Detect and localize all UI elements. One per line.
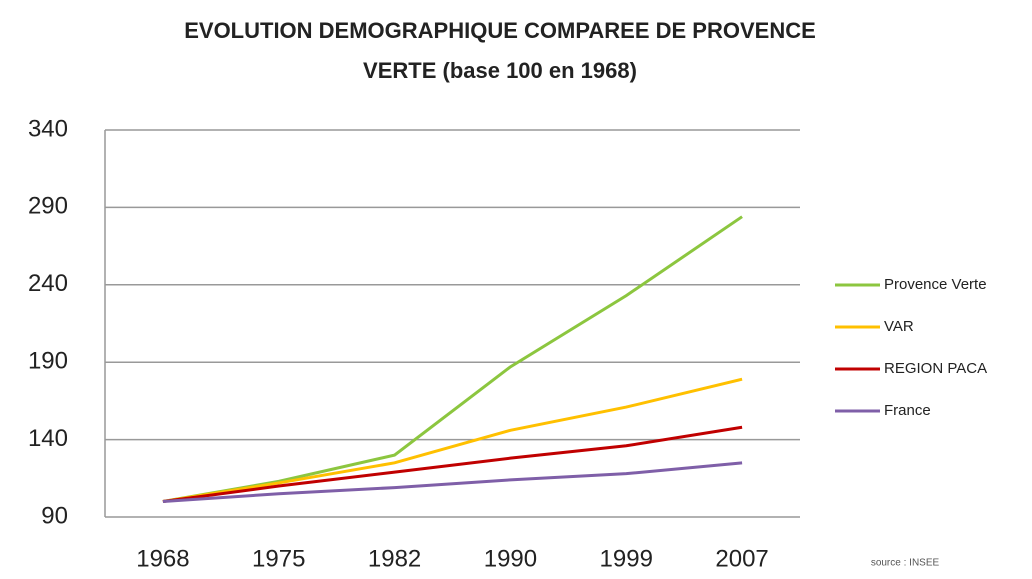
x-tick-label: 1968 (136, 545, 189, 572)
chart-title: EVOLUTION DEMOGRAPHIQUE COMPAREE DE PROV… (184, 18, 816, 43)
y-tick-label: 240 (28, 270, 68, 297)
x-tick-label: 1990 (484, 545, 537, 572)
source-note: source : INSEE (871, 558, 940, 569)
legend-label: France (884, 402, 931, 419)
x-tick-label: 1975 (252, 545, 305, 572)
x-tick-label: 1999 (600, 545, 653, 572)
y-tick-label: 340 (28, 115, 68, 142)
y-tick-label: 290 (28, 193, 68, 220)
chart-title: VERTE (base 100 en 1968) (363, 58, 637, 83)
series-line (162, 215, 743, 503)
y-tick-label: 190 (28, 348, 68, 375)
legend-label: Provence Verte (884, 276, 987, 293)
series-line (162, 425, 743, 504)
x-tick-label: 1982 (368, 545, 421, 572)
y-tick-label: 90 (41, 502, 68, 529)
y-tick-label: 140 (28, 425, 68, 452)
series-line (162, 461, 743, 504)
series-line (162, 377, 743, 504)
legend-label: VAR (884, 318, 914, 335)
legend-label: REGION PACA (884, 360, 987, 377)
x-tick-label: 2007 (715, 545, 768, 572)
